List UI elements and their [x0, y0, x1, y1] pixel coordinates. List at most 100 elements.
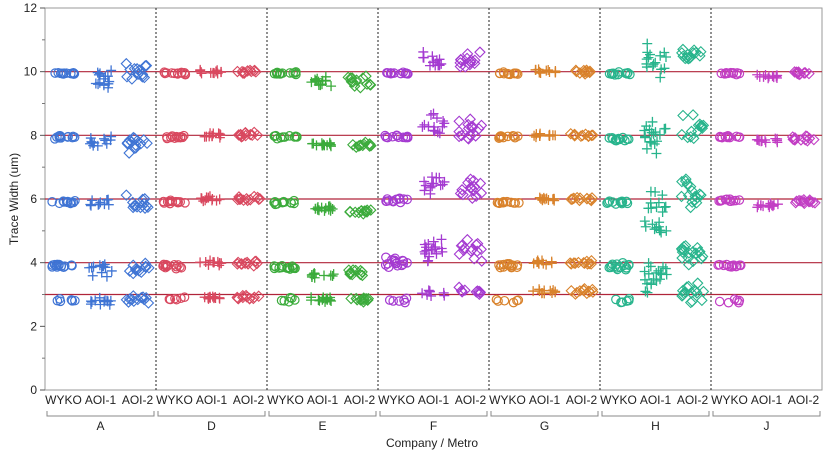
data-point	[465, 54, 477, 66]
metro-label: WYKO	[711, 393, 748, 407]
data-point	[179, 130, 189, 141]
data-point	[162, 260, 173, 271]
data-point	[684, 131, 697, 143]
data-point	[232, 256, 244, 269]
metro-label: WYKO	[600, 393, 637, 407]
data-point	[474, 46, 486, 58]
data-point	[720, 194, 731, 205]
data-point	[215, 130, 226, 141]
data-point	[583, 257, 596, 270]
data-point	[502, 131, 513, 142]
data-point	[508, 130, 518, 141]
data-point	[549, 195, 560, 206]
group-bracket	[157, 411, 266, 417]
data-point	[52, 262, 62, 272]
data-point	[543, 65, 554, 76]
data-point	[533, 257, 544, 268]
data-point	[309, 272, 320, 283]
data-point	[243, 293, 256, 305]
metro-label: AOI-1	[751, 393, 783, 407]
data-point	[277, 197, 288, 208]
data-point	[421, 245, 432, 256]
data-point	[724, 261, 735, 272]
data-point	[584, 193, 597, 206]
data-point	[106, 65, 117, 76]
data-point	[454, 53, 467, 66]
data-point	[312, 203, 323, 214]
data-point	[394, 296, 405, 306]
data-point	[642, 287, 653, 298]
data-point	[512, 131, 523, 142]
data-point	[324, 137, 335, 148]
data-point	[436, 243, 447, 254]
data-point	[364, 79, 377, 91]
data-point	[645, 186, 656, 197]
data-point	[659, 47, 670, 58]
data-point	[606, 262, 616, 273]
data-point	[466, 192, 479, 204]
data-point	[714, 259, 725, 270]
data-point	[530, 64, 541, 75]
data-point	[620, 135, 630, 146]
data-point	[140, 59, 153, 72]
metro-label: AOI-1	[196, 393, 228, 407]
data-point	[660, 51, 671, 62]
data-point	[176, 262, 187, 273]
data-point	[622, 198, 633, 209]
y-tick-label: 0	[30, 383, 37, 397]
data-point	[436, 234, 447, 245]
data-point	[248, 64, 261, 77]
data-point	[85, 200, 96, 211]
data-point	[358, 292, 370, 304]
data-point	[237, 289, 249, 302]
data-point	[651, 148, 662, 159]
data-point	[462, 176, 474, 189]
data-point	[270, 196, 280, 207]
data-point	[237, 194, 250, 207]
data-point	[623, 68, 633, 78]
data-point	[696, 294, 708, 307]
data-point	[644, 136, 655, 147]
data-point	[423, 255, 434, 266]
data-point	[453, 130, 465, 143]
data-point	[383, 68, 393, 78]
data-point	[70, 195, 80, 206]
data-point	[284, 296, 294, 307]
data-point	[697, 119, 710, 132]
data-point	[803, 67, 815, 80]
data-point	[270, 131, 280, 141]
data-point	[123, 147, 135, 159]
data-point	[640, 131, 651, 142]
data-point	[124, 63, 136, 76]
data-point	[604, 196, 615, 206]
data-point	[85, 138, 96, 149]
data-point	[162, 133, 172, 144]
data-point	[362, 292, 375, 305]
data-point	[610, 70, 620, 80]
data-point	[431, 248, 442, 259]
data-point	[55, 68, 66, 79]
data-point	[382, 132, 393, 143]
data-point	[657, 190, 668, 201]
data-point	[240, 192, 253, 205]
data-point	[347, 139, 359, 151]
data-point	[655, 72, 666, 83]
data-point	[364, 204, 377, 216]
data-point	[140, 292, 152, 304]
data-point	[425, 188, 436, 199]
data-point	[65, 197, 76, 208]
data-point	[328, 269, 339, 280]
data-point	[171, 131, 182, 142]
data-point	[790, 66, 803, 78]
group-bracket	[712, 411, 821, 417]
data-point	[465, 245, 477, 257]
y-axis: 0 2 4 6 8 10 12	[24, 1, 45, 397]
data-point	[496, 131, 506, 142]
data-point	[277, 261, 287, 271]
data-point	[696, 250, 709, 263]
data-point	[716, 68, 727, 79]
x-axis-title: Company / Metro	[386, 436, 478, 450]
data-point	[807, 196, 819, 209]
data-point	[59, 261, 70, 272]
